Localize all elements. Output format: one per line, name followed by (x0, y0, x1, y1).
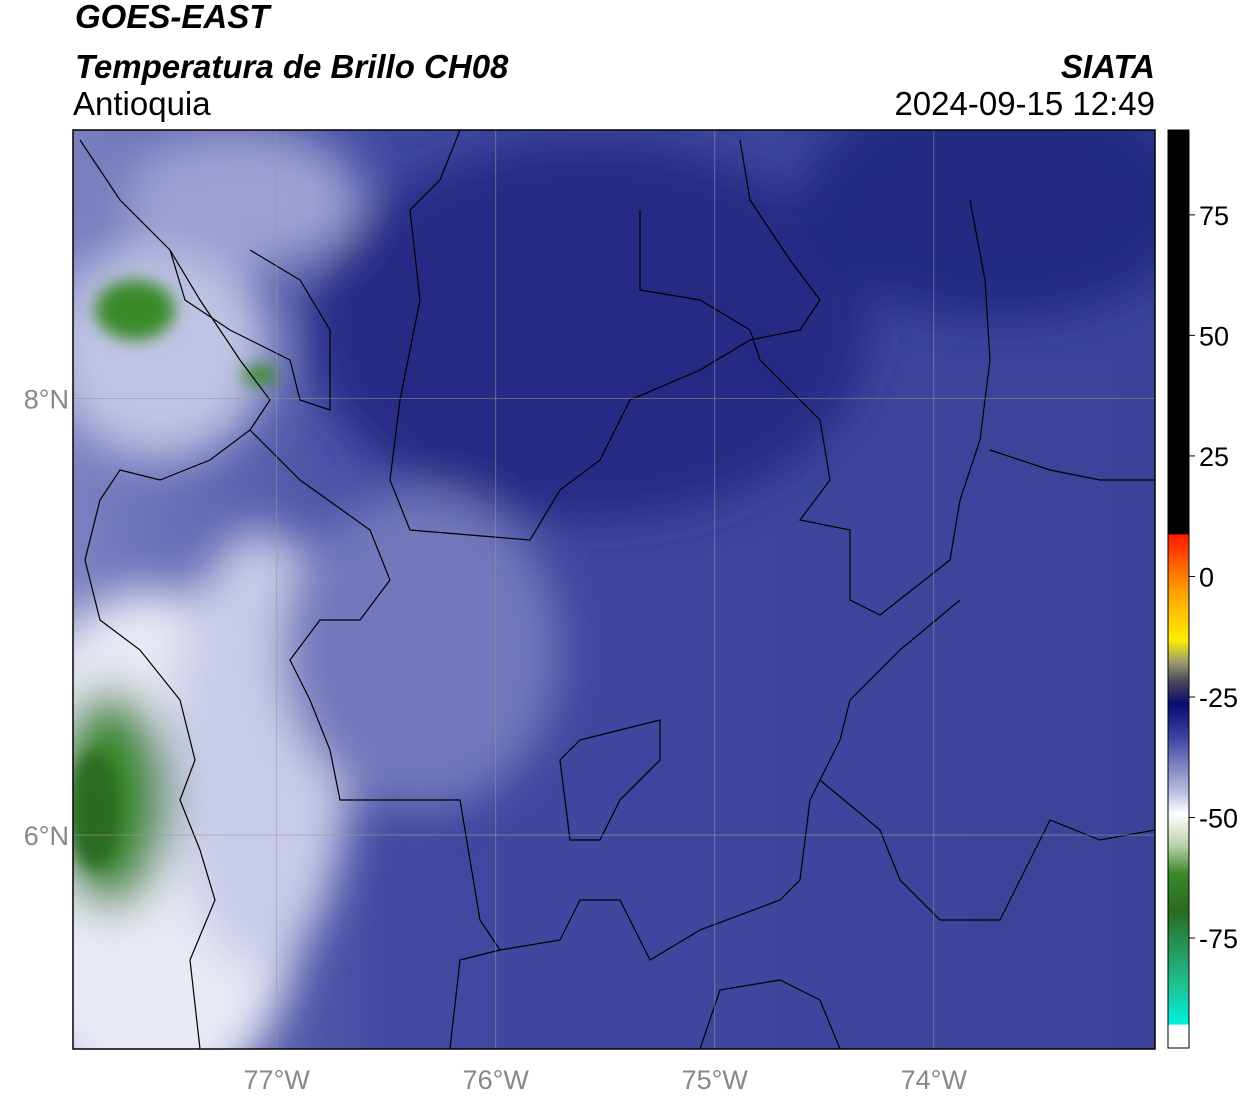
colorbar (1167, 129, 1190, 1049)
colorbar-tick-label: 0 (1199, 562, 1214, 592)
y-tick-label: 6°N (24, 821, 69, 851)
x-tick-label: 75°W (682, 1065, 749, 1095)
colorbar-tick-label: 50 (1199, 321, 1229, 351)
x-tick-label: 74°W (901, 1065, 968, 1095)
y-tick-label: 8°N (24, 384, 69, 414)
x-tick-label: 77°W (244, 1065, 311, 1095)
colorbar-tick-label: -25 (1199, 683, 1238, 713)
subtitle: Temperatura de Brillo CH08 (75, 48, 509, 85)
map-frame (72, 129, 1156, 1050)
x-tick-label: 76°W (463, 1065, 530, 1095)
axes (73, 130, 1155, 1049)
region: Antioquia (73, 85, 211, 122)
colorbar-tick-label: -50 (1199, 804, 1238, 834)
colorbar-tick-label: -75 (1199, 924, 1238, 954)
title: GOES-EAST (75, 0, 272, 35)
colorbar-tick-label: 75 (1199, 201, 1229, 231)
map-image (73, 130, 1155, 1049)
source: SIATA (1061, 48, 1155, 85)
datetime: 2024-09-15 12:49 (894, 85, 1155, 122)
colorbar-tick-label: 25 (1199, 442, 1229, 472)
